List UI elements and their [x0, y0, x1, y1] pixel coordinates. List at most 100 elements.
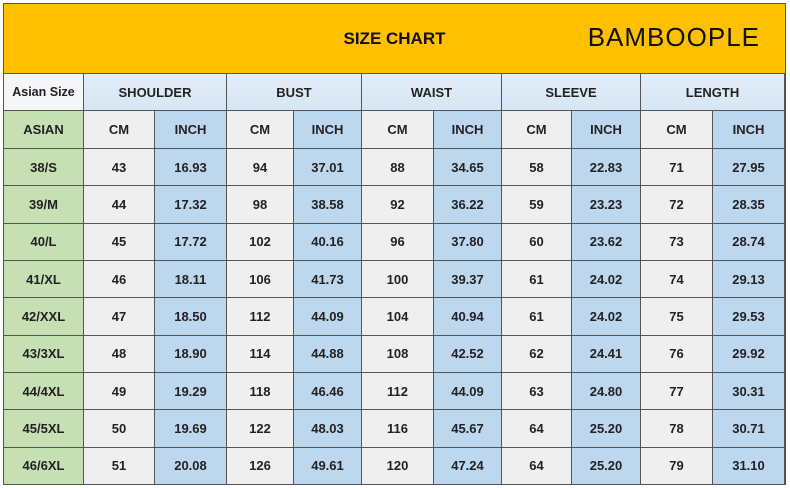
header-cm: CM	[84, 111, 155, 149]
inch-value: 44.09	[434, 372, 502, 411]
cm-value: 98	[227, 186, 294, 224]
inch-value: 29.53	[713, 298, 785, 336]
size-label: 39/M	[4, 186, 84, 224]
cm-value: 74	[641, 260, 713, 299]
cm-value: 79	[641, 447, 713, 485]
size-label: 45/5XL	[4, 410, 84, 448]
cm-value: 122	[227, 410, 294, 448]
inch-value: 24.02	[572, 298, 641, 336]
size-chart: SIZE CHART Asian Size SHOULDER BUST WAIST SL…	[3, 3, 786, 485]
header-asian: ASIAN	[4, 111, 84, 149]
inch-value: 46.46	[294, 372, 362, 411]
header-group-sleeve: SLEEVE	[502, 74, 641, 111]
cm-value: 76	[641, 335, 713, 373]
cm-value: 73	[641, 223, 713, 261]
size-label: 41/XL	[4, 260, 84, 299]
inch-value: 30.71	[713, 410, 785, 448]
inch-value: 23.23	[572, 186, 641, 224]
inch-value: 25.20	[572, 410, 641, 448]
cm-value: 61	[502, 298, 572, 336]
cm-value: 92	[362, 186, 434, 224]
cm-value: 126	[227, 447, 294, 485]
inch-value: 34.65	[434, 149, 502, 187]
header-cm: CM	[641, 111, 713, 149]
header-group-length: LENGTH	[641, 74, 785, 111]
cm-value: 58	[502, 149, 572, 187]
size-label: 38/S	[4, 149, 84, 187]
cm-value: 75	[641, 298, 713, 336]
inch-value: 27.95	[713, 149, 785, 187]
header-cm: CM	[227, 111, 294, 149]
inch-value: 40.94	[434, 298, 502, 336]
cm-value: 116	[362, 410, 434, 448]
cm-value: 78	[641, 410, 713, 448]
inch-value: 19.69	[155, 410, 227, 448]
inch-value: 37.01	[294, 149, 362, 187]
cm-value: 71	[641, 149, 713, 187]
cm-value: 112	[362, 372, 434, 411]
cm-value: 100	[362, 260, 434, 299]
inch-value: 19.29	[155, 372, 227, 411]
inch-value: 30.31	[713, 372, 785, 411]
inch-value: 24.02	[572, 260, 641, 299]
cm-value: 104	[362, 298, 434, 336]
size-label: 40/L	[4, 223, 84, 261]
cm-value: 94	[227, 149, 294, 187]
inch-value: 23.62	[572, 223, 641, 261]
header-group-waist: WAIST	[362, 74, 502, 111]
inch-value: 38.58	[294, 186, 362, 224]
header-group-shoulder: SHOULDER	[84, 74, 227, 111]
header-group-bust: BUST	[227, 74, 362, 111]
inch-value: 17.72	[155, 223, 227, 261]
inch-value: 48.03	[294, 410, 362, 448]
cm-value: 106	[227, 260, 294, 299]
inch-value: 24.41	[572, 335, 641, 373]
inch-value: 31.10	[713, 447, 785, 485]
inch-value: 17.32	[155, 186, 227, 224]
cm-value: 102	[227, 223, 294, 261]
cm-value: 47	[84, 298, 155, 336]
inch-value: 44.88	[294, 335, 362, 373]
cm-value: 44	[84, 186, 155, 224]
inch-value: 36.22	[434, 186, 502, 224]
cm-value: 62	[502, 335, 572, 373]
cm-value: 63	[502, 372, 572, 411]
cm-value: 50	[84, 410, 155, 448]
inch-value: 18.50	[155, 298, 227, 336]
header-inch: INCH	[434, 111, 502, 149]
header-inch: INCH	[572, 111, 641, 149]
cm-value: 60	[502, 223, 572, 261]
inch-value: 28.35	[713, 186, 785, 224]
cm-value: 64	[502, 410, 572, 448]
cm-value: 49	[84, 372, 155, 411]
cm-value: 64	[502, 447, 572, 485]
cm-value: 88	[362, 149, 434, 187]
inch-value: 18.11	[155, 260, 227, 299]
header-inch: INCH	[155, 111, 227, 149]
inch-value: 29.92	[713, 335, 785, 373]
header-inch: INCH	[713, 111, 785, 149]
size-label: 43/3XL	[4, 335, 84, 373]
cm-value: 77	[641, 372, 713, 411]
inch-value: 16.93	[155, 149, 227, 187]
inch-value: 20.08	[155, 447, 227, 485]
inch-value: 45.67	[434, 410, 502, 448]
header-cm: CM	[362, 111, 434, 149]
header-asian-size: Asian Size	[4, 74, 84, 111]
inch-value: 42.52	[434, 335, 502, 373]
chart-title: SIZE CHART	[4, 4, 785, 74]
inch-value: 40.16	[294, 223, 362, 261]
cm-value: 61	[502, 260, 572, 299]
inch-value: 22.83	[572, 149, 641, 187]
size-table: Asian Size SHOULDER BUST WAIST SLEEVE LENGTH A…	[4, 74, 785, 485]
cm-value: 120	[362, 447, 434, 485]
inch-value: 44.09	[294, 298, 362, 336]
cm-value: 43	[84, 149, 155, 187]
inch-value: 49.61	[294, 447, 362, 485]
inch-value: 25.20	[572, 447, 641, 485]
cm-value: 48	[84, 335, 155, 373]
inch-value: 47.24	[434, 447, 502, 485]
cm-value: 46	[84, 260, 155, 299]
cm-value: 51	[84, 447, 155, 485]
inch-value: 29.13	[713, 260, 785, 299]
